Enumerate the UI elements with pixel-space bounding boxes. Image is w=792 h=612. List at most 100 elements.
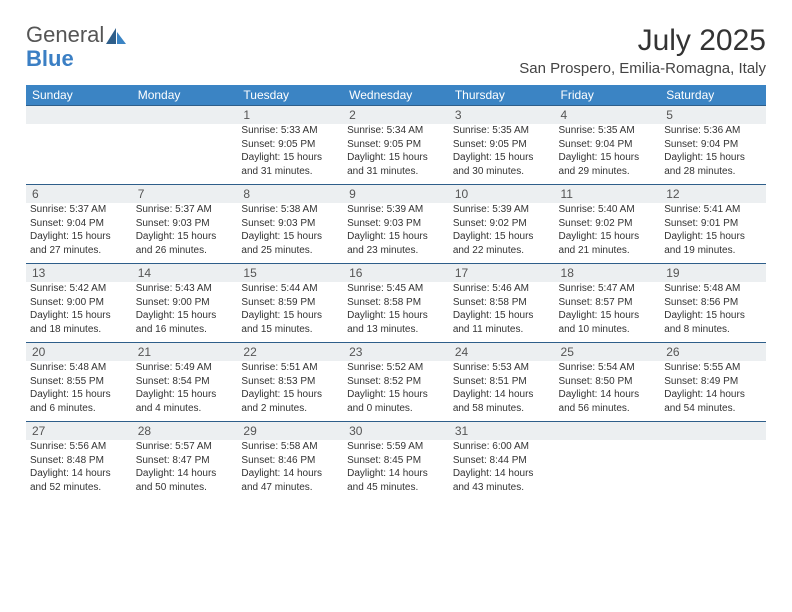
week-content-row: Sunrise: 5:37 AMSunset: 9:04 PM Daylight:… [26,203,766,264]
daynum-row: 12345 [26,106,766,125]
sunset-text: Sunset: 8:49 PM [664,375,762,389]
day-cell: Sunrise: 5:52 AMSunset: 8:52 PMDaylight:… [343,361,449,422]
daynum-row: 13141516171819 [26,264,766,283]
day-cell: Sunrise: 5:49 AMSunset: 8:54 PMDaylight:… [132,361,238,422]
day-cell: Sunrise: 5:34 AMSunset: 9:05 PMDaylight:… [343,124,449,185]
sunrise-text: Sunrise: 5:43 AM [136,282,234,296]
sunset-text: Sunset: 8:44 PM [453,454,551,468]
sunset-text: Sunset: 9:04 PM [30,217,128,231]
daynum-row: 6789101112 [26,185,766,204]
day-number: 9 [343,185,449,204]
daylight-text: Daylight: 14 hours and 47 minutes. [241,467,339,494]
sunset-text: Sunset: 9:04 PM [559,138,657,152]
sunset-text: Sunset: 8:57 PM [559,296,657,310]
sunrise-text: Sunrise: 5:35 AM [559,124,657,138]
day-cell: Sunrise: 5:58 AMSunset: 8:46 PMDaylight:… [237,440,343,500]
logo-text-2: Blue [26,46,74,71]
logo-sail-icon [106,26,126,48]
daylight-text: Daylight: 15 hours and 16 minutes. [136,309,234,336]
sunset-text: Sunset: 8:52 PM [347,375,445,389]
sunset-text: Sunset: 8:58 PM [347,296,445,310]
day-number: 19 [660,264,766,283]
sunrise-text: Sunrise: 5:46 AM [453,282,551,296]
daynum-row: 2728293031 [26,422,766,441]
day-cell: Sunrise: 5:39 AMSunset: 9:03 PMDaylight:… [343,203,449,264]
sunset-text: Sunset: 8:48 PM [30,454,128,468]
sunset-text: Sunset: 9:05 PM [241,138,339,152]
day-number: 1 [237,106,343,125]
dow-header: Wednesday [343,85,449,106]
daylight-text: Daylight: 15 hours and 8 minutes. [664,309,762,336]
day-cell: Sunrise: 5:46 AMSunset: 8:58 PMDaylight:… [449,282,555,343]
title-block: July 2025 San Prospero, Emilia-Romagna, … [519,24,766,77]
daylight-text: Daylight: 15 hours and 19 minutes. [664,230,762,257]
day-number: 10 [449,185,555,204]
day-cell: Sunrise: 5:40 AMSunset: 9:02 PMDaylight:… [555,203,661,264]
day-number: 22 [237,343,343,362]
day-cell: Sunrise: 5:35 AMSunset: 9:04 PMDaylight:… [555,124,661,185]
header: General Blue July 2025 San Prospero, Emi… [26,24,766,77]
day-cell: Sunrise: 5:36 AMSunset: 9:04 PMDaylight:… [660,124,766,185]
day-number-empty [555,422,661,441]
daylight-text: Daylight: 14 hours and 56 minutes. [559,388,657,415]
dow-header-row: SundayMondayTuesdayWednesdayThursdayFrid… [26,85,766,106]
daylight-text: Daylight: 14 hours and 43 minutes. [453,467,551,494]
sunrise-text: Sunrise: 5:37 AM [30,203,128,217]
dow-header: Saturday [660,85,766,106]
day-number: 21 [132,343,238,362]
daylight-text: Daylight: 15 hours and 25 minutes. [241,230,339,257]
daylight-text: Daylight: 15 hours and 30 minutes. [453,151,551,178]
dow-header: Friday [555,85,661,106]
sunrise-text: Sunrise: 5:40 AM [559,203,657,217]
day-number: 18 [555,264,661,283]
day-cell: Sunrise: 5:38 AMSunset: 9:03 PMDaylight:… [237,203,343,264]
day-number: 27 [26,422,132,441]
calendar-table: SundayMondayTuesdayWednesdayThursdayFrid… [26,85,766,500]
day-cell: Sunrise: 5:42 AMSunset: 9:00 PMDaylight:… [26,282,132,343]
daylight-text: Daylight: 15 hours and 23 minutes. [347,230,445,257]
sunset-text: Sunset: 8:46 PM [241,454,339,468]
day-number: 15 [237,264,343,283]
day-number: 14 [132,264,238,283]
dow-header: Thursday [449,85,555,106]
sunset-text: Sunset: 9:03 PM [136,217,234,231]
location: San Prospero, Emilia-Romagna, Italy [519,60,766,77]
sunrise-text: Sunrise: 5:41 AM [664,203,762,217]
day-cell: Sunrise: 5:44 AMSunset: 8:59 PMDaylight:… [237,282,343,343]
sunset-text: Sunset: 9:02 PM [453,217,551,231]
day-number: 25 [555,343,661,362]
week-content-row: Sunrise: 5:56 AMSunset: 8:48 PM Daylight:… [26,440,766,500]
daylight-text: Daylight: 15 hours and 28 minutes. [664,151,762,178]
day-cell: Sunrise: 5:37 AMSunset: 9:04 PMDaylight:… [26,203,132,264]
daylight-text: Daylight: 14 hours and 54 minutes. [664,388,762,415]
day-cell: Sunrise: 6:00 AMSunset: 8:44 PMDaylight:… [449,440,555,500]
sunset-text: Sunset: 8:58 PM [453,296,551,310]
sunset-text: Sunset: 8:55 PM [30,375,128,389]
sunset-text: Sunset: 8:51 PM [453,375,551,389]
day-cell: Sunrise: 5:59 AMSunset: 8:45 PMDaylight:… [343,440,449,500]
sunrise-text: Sunrise: 5:38 AM [241,203,339,217]
daylight-text: Daylight: 15 hours and 6 minutes. [30,388,128,415]
sunrise-text: Sunrise: 5:56 AM [30,440,128,454]
day-cell: Sunrise: 5:41 AMSunset: 9:01 PMDaylight:… [660,203,766,264]
sunrise-text: Sunrise: 5:44 AM [241,282,339,296]
sunset-text: Sunset: 8:53 PM [241,375,339,389]
daylight-text: Daylight: 15 hours and 31 minutes. [347,151,445,178]
dow-header: Monday [132,85,238,106]
sunrise-text: Sunrise: 5:49 AM [136,361,234,375]
sunset-text: Sunset: 9:00 PM [30,296,128,310]
day-cell: Sunrise: 5:35 AMSunset: 9:05 PMDaylight:… [449,124,555,185]
daylight-text: Daylight: 15 hours and 11 minutes. [453,309,551,336]
day-number: 2 [343,106,449,125]
logo-text-1: General [26,22,104,47]
sunrise-text: Sunrise: 5:35 AM [453,124,551,138]
sunrise-text: Sunrise: 5:39 AM [347,203,445,217]
day-cell-empty [555,440,661,500]
day-cell: Sunrise: 5:37 AMSunset: 9:03 PMDaylight:… [132,203,238,264]
month-title: July 2025 [519,24,766,58]
day-number: 13 [26,264,132,283]
sunrise-text: Sunrise: 5:52 AM [347,361,445,375]
day-cell: Sunrise: 5:53 AMSunset: 8:51 PMDaylight:… [449,361,555,422]
week-content-row: Sunrise: 5:33 AMSunset: 9:05 PMDaylight:… [26,124,766,185]
daylight-text: Daylight: 14 hours and 50 minutes. [136,467,234,494]
